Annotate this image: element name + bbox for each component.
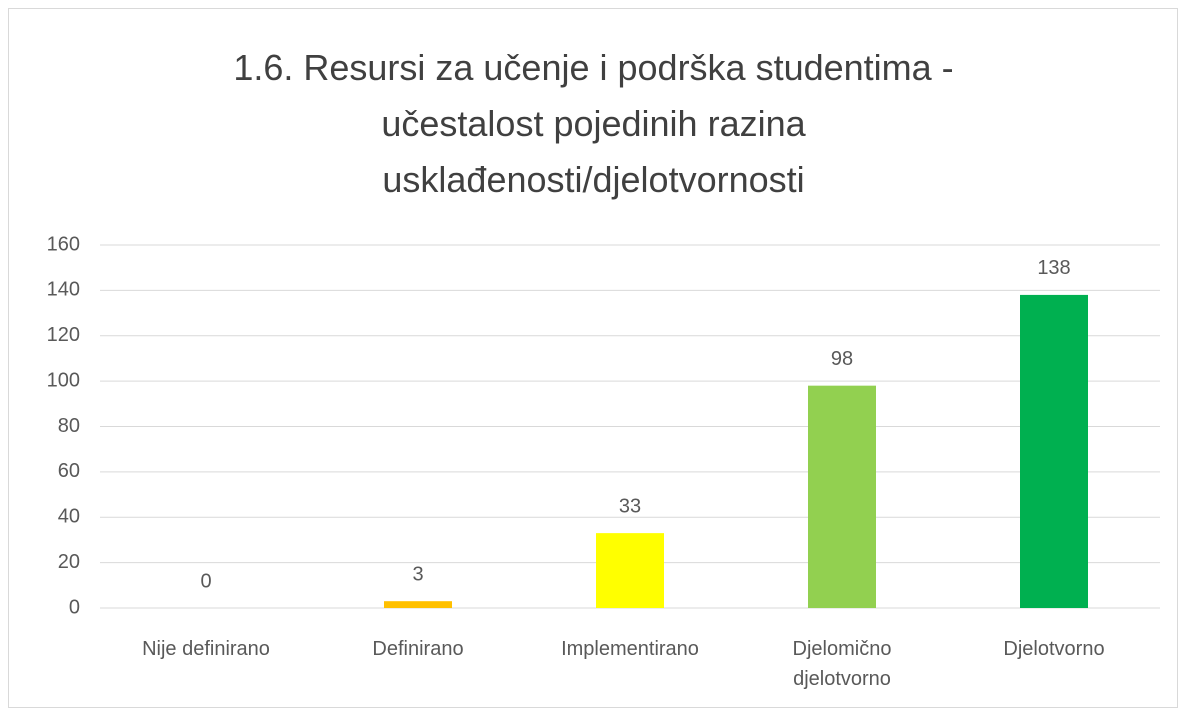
y-tick-label: 0 — [69, 596, 80, 618]
y-tick-label: 60 — [58, 460, 80, 482]
bar — [384, 601, 452, 608]
value-label: 98 — [831, 348, 853, 370]
value-label: 33 — [619, 495, 641, 517]
x-tick-label: Nije definirano — [142, 638, 270, 660]
y-tick-label: 160 — [47, 233, 80, 255]
x-tick-label: Definirano — [372, 638, 464, 660]
y-tick-label: 20 — [58, 551, 80, 573]
y-tick-label: 140 — [47, 279, 80, 301]
x-tick-label: Implementirano — [561, 638, 699, 660]
value-label: 0 — [200, 570, 211, 592]
y-tick-label: 120 — [47, 324, 80, 346]
value-label: 3 — [412, 563, 423, 585]
chart-border — [8, 8, 1178, 708]
bar — [596, 533, 664, 608]
x-tick-label: Djelomično djelotvorno — [792, 638, 892, 690]
y-tick-label: 40 — [58, 506, 80, 528]
y-tick-label: 100 — [47, 369, 80, 391]
bar — [808, 385, 876, 608]
value-label: 138 — [1037, 257, 1070, 279]
chart-title: 1.6. Resursi za učenje i podrška student… — [233, 47, 954, 200]
bar — [1020, 294, 1088, 608]
x-tick-label: Djelotvorno — [1003, 638, 1105, 660]
y-tick-label: 80 — [58, 415, 80, 437]
